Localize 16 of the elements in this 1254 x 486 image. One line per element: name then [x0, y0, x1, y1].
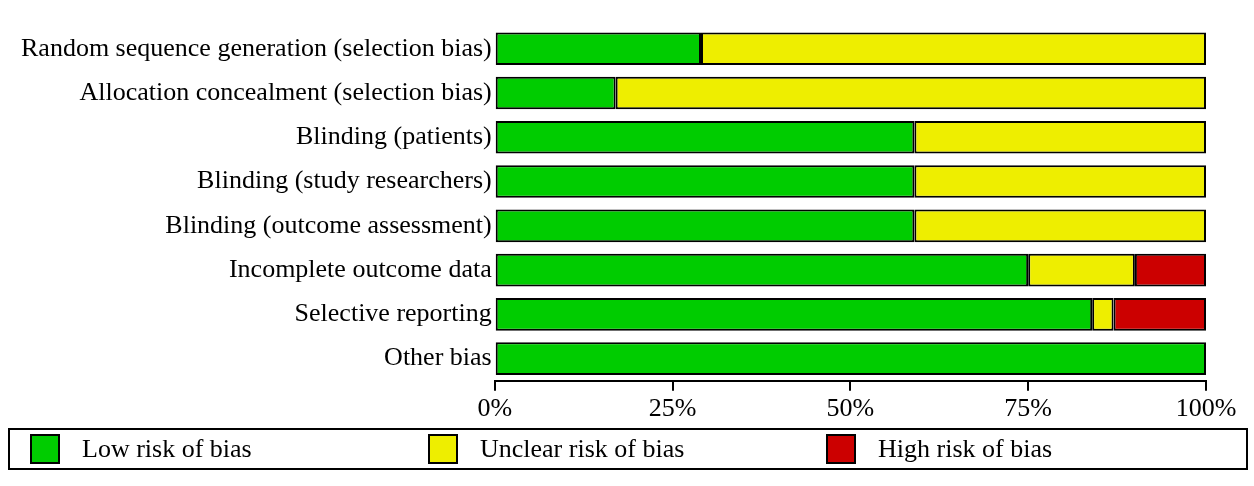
- y-tick-label: Blinding (study researchers): [197, 165, 492, 195]
- legend-label: Unclear risk of bias: [480, 434, 685, 464]
- x-tick-label: 0%: [477, 393, 513, 423]
- y-tick-label: Blinding (patients): [296, 121, 492, 151]
- x-tick-label: 50%: [826, 393, 875, 423]
- y-tick-label: Selective reporting: [294, 298, 492, 328]
- y-tick-label: Other bias: [384, 342, 492, 372]
- x-tick-label: 100%: [1175, 393, 1237, 423]
- y-tick-label: Incomplete outcome data: [228, 253, 493, 283]
- legend-label: High risk of bias: [878, 434, 1053, 464]
- legend-label: Low risk of bias: [82, 434, 252, 464]
- y-tick-label: Allocation concealment (selection bias): [79, 76, 492, 106]
- x-tick-label: 25%: [648, 393, 697, 423]
- y-tick-label: Blinding (outcome assessment): [165, 209, 492, 239]
- x-tick-label: 75%: [1004, 393, 1053, 423]
- y-tick-label: Random sequence generation (selection bias): [21, 32, 492, 62]
